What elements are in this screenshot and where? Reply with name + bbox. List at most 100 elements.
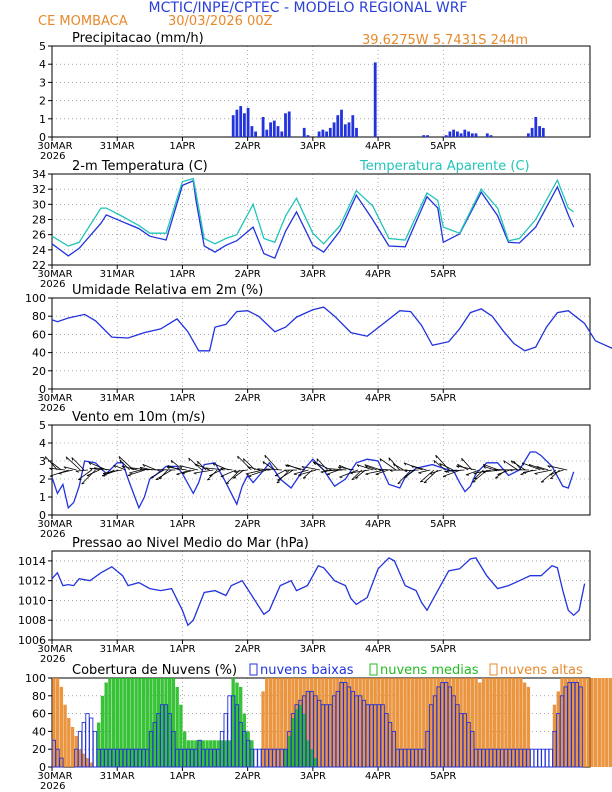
cloud-bar-orange bbox=[504, 678, 508, 767]
cloud-bar-orange bbox=[369, 678, 374, 767]
cloud-bar-green bbox=[160, 678, 164, 767]
wind-arrow-head bbox=[510, 460, 513, 464]
wind-arrow bbox=[274, 469, 286, 477]
tick-label-x: 2APR bbox=[235, 644, 261, 655]
series-line-blue bbox=[51, 557, 586, 627]
tick-label-x: 2APR bbox=[235, 519, 261, 530]
wind-arrow bbox=[182, 469, 195, 474]
cloud-bar-orange bbox=[399, 678, 403, 767]
cloud-bar-orange bbox=[500, 678, 504, 767]
cloud-bar-orange bbox=[433, 678, 437, 767]
wind-arrow-head bbox=[379, 458, 382, 462]
precip-bar bbox=[328, 127, 332, 137]
tick-label-y: 32 bbox=[32, 183, 46, 196]
wind-arrow-head bbox=[337, 466, 341, 470]
precip-bar bbox=[317, 131, 321, 137]
precip-bar bbox=[340, 109, 343, 137]
precip-bar bbox=[452, 129, 455, 137]
wind-arrow bbox=[119, 459, 130, 471]
wind-arrow-head bbox=[179, 465, 183, 469]
wind-arrow-head bbox=[81, 482, 85, 485]
plot-frame bbox=[51, 297, 591, 390]
wind-arrow bbox=[375, 469, 389, 475]
wind-arrow-head bbox=[521, 462, 525, 466]
year-label: 2026 bbox=[40, 151, 65, 162]
tick-label-y: 1 bbox=[39, 113, 46, 126]
precip-bar bbox=[261, 117, 265, 137]
wind-arrow-head bbox=[102, 473, 106, 475]
cloud-bar-green bbox=[149, 678, 153, 767]
cloud-bar-blue bbox=[59, 757, 64, 768]
precip-bar bbox=[272, 120, 276, 137]
wind-arrow-head bbox=[483, 466, 486, 469]
wind-arrow-head bbox=[139, 468, 143, 472]
wind-arrow-head bbox=[220, 467, 224, 471]
wind-arrow-head bbox=[257, 468, 261, 471]
wind-arrow-head bbox=[528, 464, 532, 467]
cloud-bar-orange bbox=[339, 678, 344, 767]
wind-arrow-head bbox=[159, 477, 163, 480]
wind-arrow-head bbox=[364, 464, 368, 468]
cloud-bar-orange bbox=[59, 686, 64, 767]
cloud-bar-orange bbox=[306, 678, 310, 767]
cloud-bar-green bbox=[126, 678, 131, 767]
wind-arrow bbox=[433, 460, 446, 471]
wind-arrow-head bbox=[534, 473, 538, 475]
cloud-bar-blue bbox=[578, 686, 583, 768]
cloud-bar-green bbox=[310, 749, 314, 767]
wind-arrow-head bbox=[262, 461, 265, 465]
cloud-bar-orange bbox=[354, 678, 359, 767]
wind-arrow bbox=[207, 469, 218, 481]
cloud-bar-orange bbox=[261, 691, 265, 767]
cloud-bar-orange bbox=[74, 735, 78, 767]
wind-arrow bbox=[446, 469, 465, 472]
wind-arrow-head bbox=[225, 482, 230, 485]
wind-arrow bbox=[323, 469, 343, 472]
wind-arrow-head bbox=[264, 455, 266, 459]
cloud-bar-green bbox=[197, 740, 202, 767]
legend-label: nuvens baixas bbox=[260, 663, 354, 678]
year-label: 2026 bbox=[40, 529, 65, 540]
wind-arrow-head bbox=[212, 463, 215, 466]
wind-arrow-head bbox=[118, 456, 121, 460]
wind-arrow bbox=[86, 469, 100, 476]
wind-arrow-head bbox=[392, 463, 396, 467]
cloud-bar-orange bbox=[336, 678, 340, 767]
cloud-bar-orange bbox=[403, 678, 407, 767]
tick-label-y: 1 bbox=[39, 491, 46, 504]
wind-arrow-head bbox=[312, 461, 316, 465]
tick-label-x: 31MAR bbox=[100, 141, 135, 152]
wind-arrow bbox=[494, 469, 507, 479]
wind-arrow bbox=[166, 466, 187, 471]
panel-title: Umidade Relativa em 2m (%) bbox=[72, 283, 263, 298]
cloud-bar-green bbox=[145, 678, 149, 767]
cloud-bar-green bbox=[291, 718, 295, 767]
wind-arrow bbox=[429, 469, 442, 474]
wind-arrow bbox=[339, 469, 359, 478]
precip-bar bbox=[336, 115, 340, 137]
wind-arrow-head bbox=[301, 466, 305, 469]
cloud-bar-orange bbox=[481, 678, 486, 767]
wind-arrow-head bbox=[265, 468, 269, 471]
wind-arrow bbox=[245, 469, 263, 475]
wind-arrow bbox=[142, 464, 157, 471]
tick-label-y: 60 bbox=[32, 328, 46, 341]
panel-title: Precipitacao (mm/h) bbox=[72, 31, 204, 46]
cloud-bar-orange bbox=[564, 678, 568, 767]
wind-arrow-head bbox=[446, 470, 450, 473]
wind-arrow-head bbox=[473, 472, 477, 475]
cloud-bar-orange bbox=[347, 678, 351, 767]
wind-arrow bbox=[510, 460, 526, 471]
cloud-bar-orange bbox=[384, 678, 389, 767]
wind-arrow-head bbox=[435, 455, 437, 459]
tick-label-x: 3APR bbox=[300, 771, 326, 782]
cloud-bar-orange bbox=[317, 678, 321, 767]
tick-label-x: 2APR bbox=[235, 141, 261, 152]
tick-label-y: 24 bbox=[32, 244, 46, 257]
precip-bar bbox=[448, 131, 452, 137]
tick-label-x: 31MAR bbox=[100, 519, 135, 530]
wind-arrow bbox=[179, 465, 199, 471]
precip-bar bbox=[422, 135, 426, 137]
tick-label-x: 31MAR bbox=[100, 393, 135, 404]
tick-label-x: 4APR bbox=[365, 141, 391, 152]
